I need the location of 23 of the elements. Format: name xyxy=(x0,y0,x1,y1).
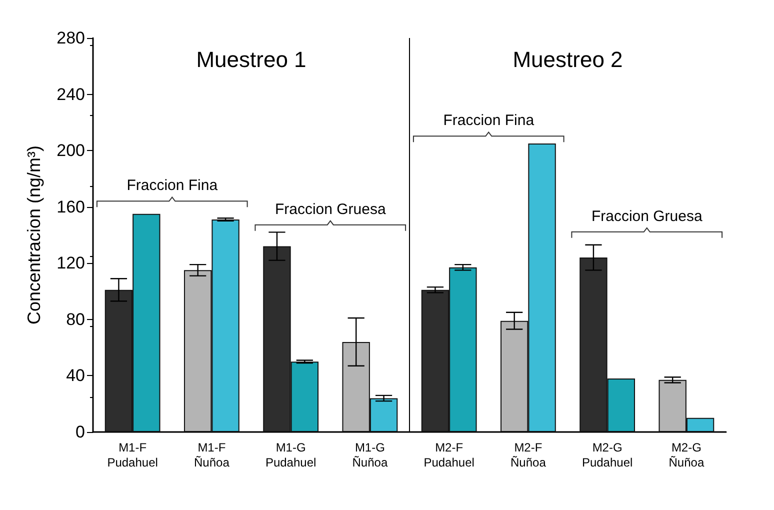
x-tick-label: M2-G Ñuñoa xyxy=(668,440,704,470)
annotation: Fraccion Gruesa xyxy=(274,200,386,218)
y-tick-label: 240 xyxy=(56,84,85,104)
y-axis-title: Concentracion (ng/m³) xyxy=(24,145,44,325)
x-tick-label: M1-G Pudahuel xyxy=(265,440,316,470)
y-tick-label: 280 xyxy=(56,28,85,48)
annotation: Fraccion Fina xyxy=(126,177,218,194)
x-tick-label: M2-G Pudahuel xyxy=(582,440,633,470)
x-tick-label: M2-F Pudahuel xyxy=(424,440,474,470)
x-tick-label: M1-G Ñuñoa xyxy=(352,440,388,470)
annotation: Muestreo 1 xyxy=(196,46,306,72)
x-tick-label: M1-F Ñuñoa xyxy=(194,440,230,470)
annotation: Muestreo 2 xyxy=(512,46,623,72)
y-tick-label: 40 xyxy=(66,366,85,386)
y-tick-label: 160 xyxy=(56,197,85,216)
annotation: Fraccion Gruesa xyxy=(591,208,703,225)
x-tick-label: M1-F Pudahuel xyxy=(107,440,158,470)
x-tick-label: M2-F Ñuñoa xyxy=(510,440,546,470)
y-tick-label: 0 xyxy=(76,422,85,442)
y-tick-label: 120 xyxy=(56,254,85,273)
annotation: Fraccion Fina xyxy=(443,112,535,130)
y-tick-label: 80 xyxy=(66,310,85,329)
y-tick-label: 200 xyxy=(56,141,85,160)
